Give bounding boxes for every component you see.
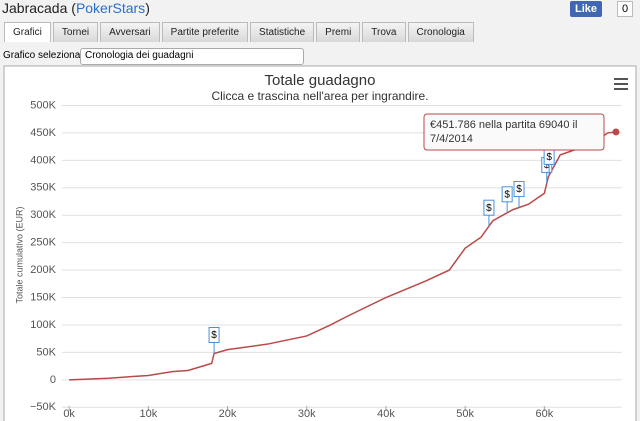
tab[interactable]: Partite preferite (161, 22, 249, 42)
flag (513, 181, 525, 198)
flag-label: $ (546, 152, 552, 163)
tooltip-text: 7/4/2014 (430, 133, 473, 145)
chart-subtitle: Clicca e trascina nell'area per ingrandi… (211, 89, 428, 103)
y-tick-label: 450K (30, 127, 56, 139)
flag-label: $ (544, 160, 550, 171)
x-tick-label: 60k (536, 408, 554, 420)
tab[interactable]: Statistiche (250, 22, 315, 42)
y-tick-label: 250K (30, 237, 56, 249)
x-tick-label: 30k (298, 408, 316, 420)
tab[interactable]: Tornei (52, 22, 99, 42)
tooltip-text: €451.786 nella partita 69040 il (430, 119, 577, 131)
like-count: 0 (617, 1, 634, 17)
select-label: Grafico selezionato (3, 50, 89, 61)
tab[interactable]: Grafici (4, 22, 51, 42)
tooltip (423, 113, 605, 151)
like-button[interactable]: Like (570, 1, 603, 17)
chart-title: Totale guadagno (265, 72, 376, 89)
y-tick-label: 300K (30, 209, 56, 221)
site-link[interactable]: PokerStars (75, 0, 146, 16)
flag-label: $ (504, 189, 510, 200)
x-tick-label: 20k (219, 408, 237, 420)
y-tick-label: 100K (30, 319, 56, 331)
title: ) (145, 0, 150, 16)
tabs: Grafici Tornei Avversari Partite preferite S… (4, 22, 474, 42)
y-tick-label: 500K (30, 99, 56, 111)
y-tick-label: 150K (30, 291, 56, 303)
y-tick-label: 350K (30, 182, 56, 194)
chart-select[interactable]: Cronologia dei guadagni (80, 48, 304, 65)
end-marker (612, 128, 620, 136)
tab[interactable]: Trova (362, 22, 406, 42)
flag (208, 327, 220, 344)
menu-icon[interactable] (614, 78, 628, 90)
flag (483, 199, 495, 216)
header: Jabracada (PokerStars) (2, 0, 150, 16)
tab[interactable]: Cronologia (407, 22, 474, 42)
tab[interactable]: Premi (316, 22, 361, 42)
flag-label: $ (486, 203, 492, 214)
x-tick-label: 40k (377, 408, 395, 420)
tab[interactable]: Avversari (100, 22, 160, 42)
title: Jabracada ( (2, 0, 76, 16)
y-tick-label: −50K (30, 401, 57, 413)
y-axis-label: Totale cumulativo (EUR) (14, 206, 24, 303)
x-tick-label: 50k (456, 408, 474, 420)
x-tick-label: 10k (139, 408, 157, 420)
flag (501, 186, 513, 203)
line (69, 131, 617, 381)
y-tick-label: 200K (30, 264, 56, 276)
y-tick-label: 400K (30, 154, 56, 166)
y-tick-label: 0 (50, 374, 56, 386)
y-tick-label: 50K (36, 346, 56, 358)
x-tick-label: 0k (63, 408, 75, 420)
flag-label: $ (211, 330, 217, 341)
flag-label: $ (516, 184, 522, 195)
